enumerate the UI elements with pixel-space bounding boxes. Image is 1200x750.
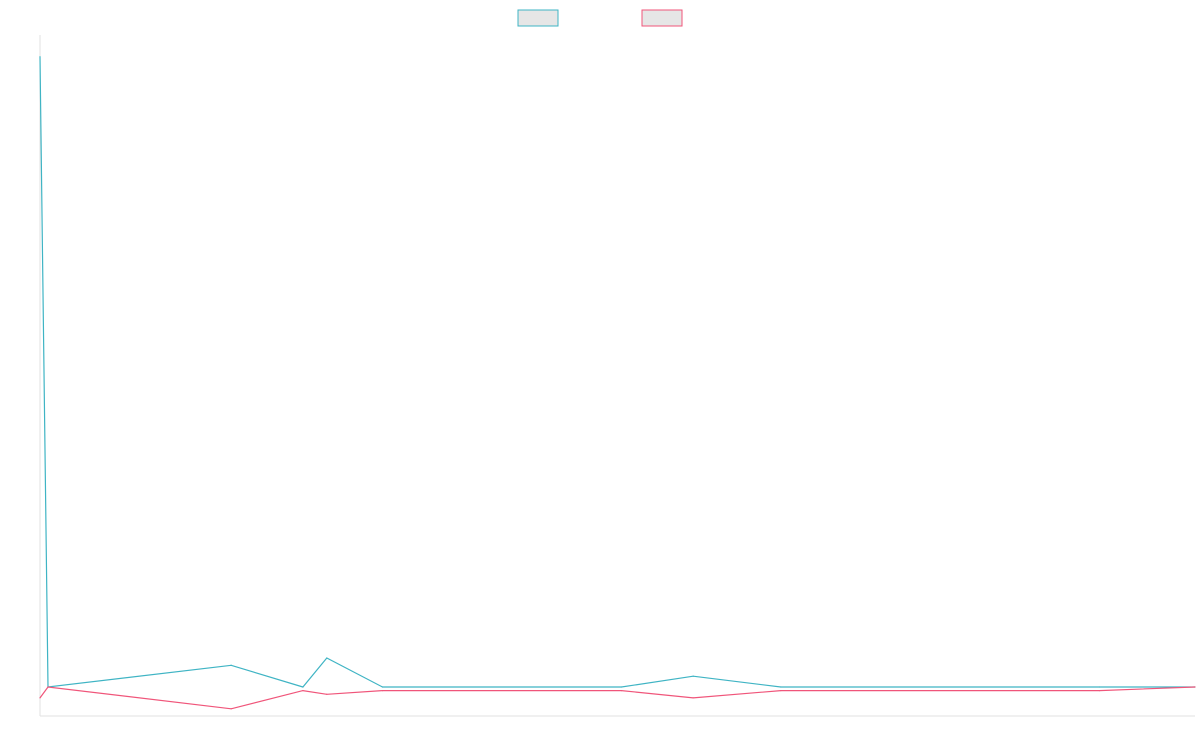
legend-swatch-2 (641, 9, 683, 27)
series-2-point (780, 690, 782, 692)
series-1-point (302, 686, 304, 688)
series-2-point (1194, 686, 1196, 688)
series-2-point (1098, 690, 1101, 692)
chart-legend (517, 9, 683, 27)
series-2-point (381, 690, 384, 692)
chart-series (39, 56, 1196, 710)
series-2-point (47, 686, 49, 688)
series-1-point (326, 657, 328, 659)
series-1-line (39, 56, 1195, 688)
series-2-point (326, 693, 328, 695)
series-2-point (620, 690, 623, 692)
series-1-point (692, 675, 694, 677)
series-1-point (1098, 686, 1101, 688)
series-1-point (381, 686, 384, 688)
series-1-point (39, 56, 41, 58)
series-2-point (39, 697, 41, 699)
legend-swatch-1 (517, 9, 559, 27)
series-2-point (692, 697, 694, 699)
series-2-point (230, 708, 232, 710)
series-1-point (230, 664, 232, 666)
series-1-point (780, 686, 782, 688)
series-1-point (620, 686, 623, 688)
series-2-line (39, 686, 1196, 710)
chart-axes (39, 35, 1195, 717)
series-2-point (302, 690, 304, 692)
